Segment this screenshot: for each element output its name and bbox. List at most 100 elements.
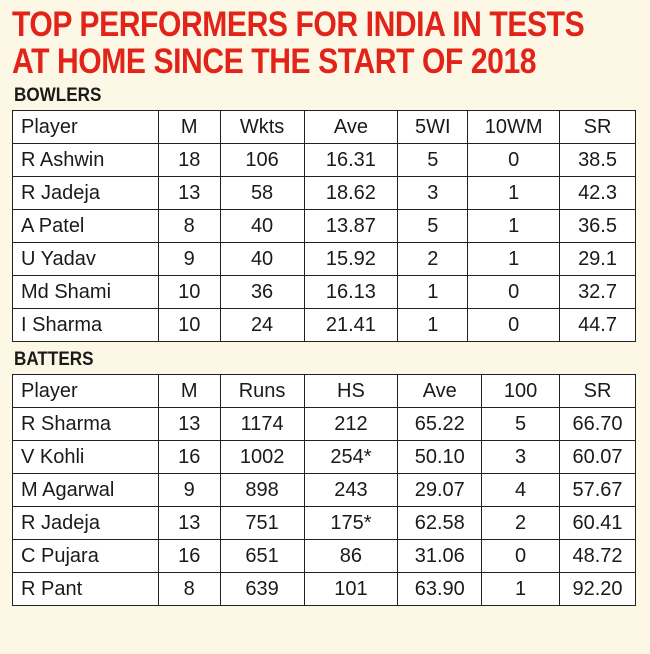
table-cell: R Ashwin	[12, 143, 159, 177]
table-cell: 898	[219, 473, 305, 507]
table-cell: 32.7	[559, 275, 636, 309]
table-cell: 651	[219, 539, 305, 573]
table-cell: 0	[481, 539, 561, 573]
table-cell: 63.90	[397, 572, 483, 606]
table-cell: 9	[157, 473, 221, 507]
table-row: U Yadav 9 40 15.92 2 1 29.1	[12, 242, 636, 276]
table-cell: 1	[481, 572, 561, 606]
table-cell: 8	[157, 572, 221, 606]
table-cell: 5	[397, 209, 469, 243]
table-cell: 29.1	[559, 242, 636, 276]
column-header: Player	[12, 110, 159, 144]
column-header: 10WM	[467, 110, 561, 144]
table-row: R Jadeja 13 58 18.62 3 1 42.3	[12, 176, 636, 210]
table-cell: 751	[219, 506, 305, 540]
table-row: M Agarwal 9 898 243 29.07 4 57.67	[12, 473, 636, 507]
table-cell: 57.67	[559, 473, 636, 507]
column-header: Ave	[303, 110, 399, 144]
table-cell: 5	[481, 407, 561, 441]
table-cell: 1	[467, 209, 561, 243]
table-cell: A Patel	[12, 209, 159, 243]
table-cell: 3	[397, 176, 469, 210]
table-cell: I Sharma	[12, 308, 159, 342]
table-cell: 44.7	[559, 308, 636, 342]
table-cell: 10	[157, 275, 221, 309]
bowlers-header-row: Player M Wkts Ave 5WI 10WM SR	[12, 110, 636, 144]
table-cell: 5	[397, 143, 469, 177]
table-cell: 9	[157, 242, 221, 276]
table-cell: 1174	[219, 407, 305, 441]
table-cell: 1	[467, 242, 561, 276]
table-cell: 40	[219, 209, 305, 243]
table-cell: 10	[157, 308, 221, 342]
column-header: 5WI	[397, 110, 469, 144]
table-cell: 243	[303, 473, 399, 507]
table-cell: Md Shami	[12, 275, 159, 309]
table-cell: 15.92	[303, 242, 399, 276]
table-cell: 1002	[219, 440, 305, 474]
table-cell: 254*	[303, 440, 399, 474]
table-cell: 38.5	[559, 143, 636, 177]
table-cell: 62.58	[397, 506, 483, 540]
table-row: V Kohli 16 1002 254* 50.10 3 60.07	[12, 440, 636, 474]
table-cell: 2	[481, 506, 561, 540]
table-cell: 29.07	[397, 473, 483, 507]
table-cell: 18.62	[303, 176, 399, 210]
table-cell: 1	[467, 176, 561, 210]
table-cell: 13	[157, 407, 221, 441]
bowlers-section-title: BOWLERS	[14, 85, 102, 106]
table-cell: 639	[219, 572, 305, 606]
table-cell: R Pant	[12, 572, 159, 606]
bowlers-table: Player M Wkts Ave 5WI 10WM SR R Ashwin 18 106 16.3…	[12, 110, 636, 342]
table-cell: 13.87	[303, 209, 399, 243]
column-header: Player	[12, 374, 159, 408]
table-cell: 65.22	[397, 407, 483, 441]
column-header: Runs	[219, 374, 305, 408]
table-cell: C Pujara	[12, 539, 159, 573]
table-cell: 1	[397, 275, 469, 309]
table-cell: 18	[157, 143, 221, 177]
column-header: SR	[559, 374, 636, 408]
column-header: SR	[559, 110, 636, 144]
table-cell: 58	[219, 176, 305, 210]
table-cell: 13	[157, 506, 221, 540]
table-cell: 42.3	[559, 176, 636, 210]
table-cell: 92.20	[559, 572, 636, 606]
table-row: R Sharma 13 1174 212 65.22 5 66.70	[12, 407, 636, 441]
table-cell: 36	[219, 275, 305, 309]
table-row: R Ashwin 18 106 16.31 5 0 38.5	[12, 143, 636, 177]
table-cell: V Kohli	[12, 440, 159, 474]
table-cell: R Jadeja	[12, 176, 159, 210]
batters-section-title: BATTERS	[14, 349, 94, 370]
table-row: I Sharma 10 24 21.41 1 0 44.7	[12, 308, 636, 342]
batters-table: Player M Runs HS Ave 100 SR R Sharma 13 1174 212 65…	[12, 374, 636, 606]
table-cell: 13	[157, 176, 221, 210]
table-cell: 36.5	[559, 209, 636, 243]
table-cell: M Agarwal	[12, 473, 159, 507]
table-cell: 21.41	[303, 308, 399, 342]
table-cell: 1	[397, 308, 469, 342]
headline: TOP PERFORMERS FOR INDIA IN TESTS AT HOM…	[12, 6, 585, 81]
table-cell: 212	[303, 407, 399, 441]
table-cell: 50.10	[397, 440, 483, 474]
table-cell: 16	[157, 440, 221, 474]
column-header: Ave	[397, 374, 483, 408]
table-cell: 48.72	[559, 539, 636, 573]
table-cell: 3	[481, 440, 561, 474]
table-row: Md Shami 10 36 16.13 1 0 32.7	[12, 275, 636, 309]
table-cell: 8	[157, 209, 221, 243]
headline-line-2: AT HOME SINCE THE START OF 2018	[12, 42, 537, 81]
table-cell: 60.41	[559, 506, 636, 540]
table-cell: U Yadav	[12, 242, 159, 276]
table-row: R Jadeja 13 751 175* 62.58 2 60.41	[12, 506, 636, 540]
table-row: A Patel 8 40 13.87 5 1 36.5	[12, 209, 636, 243]
table-cell: R Sharma	[12, 407, 159, 441]
table-cell: 16.13	[303, 275, 399, 309]
table-cell: 2	[397, 242, 469, 276]
table-cell: 24	[219, 308, 305, 342]
table-cell: 40	[219, 242, 305, 276]
batters-header-row: Player M Runs HS Ave 100 SR	[12, 374, 636, 408]
table-row: R Pant 8 639 101 63.90 1 92.20	[12, 572, 636, 606]
table-cell: 86	[303, 539, 399, 573]
